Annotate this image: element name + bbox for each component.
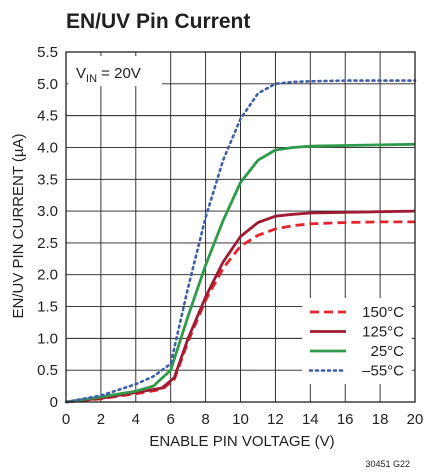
x-tick-label: 12	[267, 411, 284, 428]
chart-title: EN/UV Pin Current	[66, 10, 250, 33]
y-tick-label: 1.5	[37, 299, 58, 316]
x-tick-label: 10	[232, 411, 249, 428]
y-tick-label: 2.0	[37, 267, 58, 284]
legend-label: 25°C	[370, 343, 404, 360]
legend: 150°C 125°C 25°C –55°C	[302, 298, 412, 384]
series-line	[64, 79, 417, 404]
vin-annotation: VIN = 20V	[76, 65, 141, 85]
figure-code: 30451 G22	[365, 459, 410, 469]
x-tick-label: 8	[201, 411, 209, 428]
legend-label: –55°C	[362, 363, 404, 380]
y-tick-labels: 0 0.5 1.0 1.5 2.0 2.5 3.0 3.5 4.0 4.5 5.0 5.5	[37, 44, 58, 411]
y-tick-label: 3.5	[37, 171, 58, 188]
legend-background	[302, 298, 412, 384]
legend-label: 125°C	[362, 324, 404, 341]
series-line	[65, 142, 416, 404]
x-tick-label: 0	[62, 411, 70, 428]
y-tick-label: 5.0	[37, 76, 58, 93]
x-tick-label: 2	[97, 411, 105, 428]
x-tick-label: 6	[167, 411, 175, 428]
y-tick-label: 2.5	[37, 235, 58, 252]
series-line	[65, 209, 416, 404]
x-tick-label: 20	[407, 411, 424, 428]
series-line	[65, 220, 415, 404]
y-tick-label: 0.5	[37, 362, 58, 379]
x-axis-label: ENABLE PIN VOLTAGE (V)	[149, 433, 334, 450]
y-tick-label: 1.0	[37, 330, 58, 347]
y-axis-label: EN/UV PIN CURRENT (µA)	[10, 133, 27, 318]
y-tick-label: 4.0	[37, 139, 58, 156]
x-tick-label: 4	[132, 411, 140, 428]
x-tick-label: 14	[302, 411, 319, 428]
legend-label: 150°C	[362, 304, 404, 321]
x-tick-label: 16	[337, 411, 354, 428]
y-tick-label: 3.0	[37, 203, 58, 220]
x-tick-label: 18	[372, 411, 389, 428]
plot-frame	[65, 51, 416, 403]
annotation-background	[68, 56, 162, 86]
x-tick-labels: 0 2 4 6 8 10 12 14 16 18 20	[62, 411, 424, 428]
series-lines	[64, 79, 417, 404]
y-tick-label: 0	[50, 394, 58, 411]
y-tick-label: 4.5	[37, 108, 58, 125]
y-tick-label: 5.5	[37, 44, 58, 61]
